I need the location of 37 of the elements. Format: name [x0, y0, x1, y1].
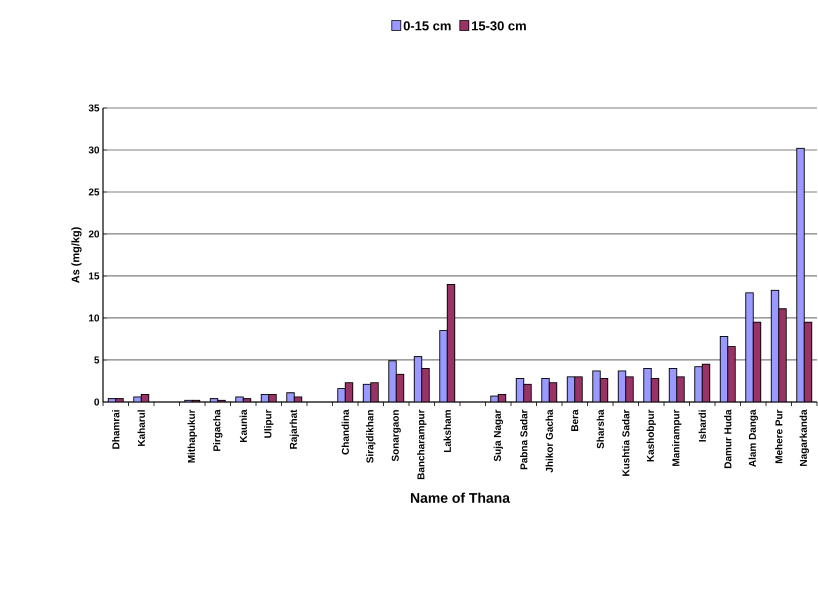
x-tick-label: Damur Huda — [724, 409, 732, 468]
x-tick-label: Bancharampur — [417, 410, 426, 480]
y-tick-label: 25 — [88, 188, 100, 196]
y-tick-label: 20 — [88, 230, 100, 238]
x-axis-title: Name of Thana — [410, 492, 510, 503]
x-tick-label: Mehere Pur — [775, 410, 782, 464]
x-tick-label: Nagarkanda — [800, 409, 809, 466]
x-tick-label: Pabna Sadar — [520, 410, 528, 470]
x-tick-label: Alam Danga — [748, 409, 758, 467]
x-tick-label: Chandina — [342, 409, 349, 454]
x-tick-label: Kushtia Sadar — [622, 410, 630, 476]
x-tick-label: Kaharul — [138, 410, 145, 446]
y-tick-label: 35 — [88, 104, 100, 112]
x-tick-label: Kashobpur — [646, 410, 656, 462]
x-tick-label: Ulipur — [264, 410, 274, 438]
y-tick-label: 0 — [94, 398, 100, 406]
y-tick-label: 30 — [88, 146, 100, 154]
y-tick-label: 15 — [89, 272, 100, 280]
x-tick-label: Sonargaon — [392, 410, 401, 462]
x-tick-label: Laksham — [444, 410, 451, 452]
y-tick-label: 10 — [89, 314, 100, 322]
x-tick-label: Kaunia — [240, 409, 247, 442]
x-tick-label: Mithapukur — [188, 410, 197, 463]
legend-label: 15-30 cm — [472, 21, 526, 30]
x-tick-label: Pirgacha — [213, 409, 222, 451]
y-tick-label: 5 — [94, 356, 100, 364]
x-tick-label: Manirampur — [672, 410, 682, 466]
x-tick-label: Rajarhat — [290, 410, 299, 449]
x-tick-label: Ishardi — [698, 410, 706, 442]
legend-label: 0-15 cm — [404, 21, 451, 30]
x-tick-label: Sharsha — [596, 409, 604, 449]
x-tick-label: Suja Nagar — [494, 410, 503, 462]
y-axis-title: As (mg/kg) — [71, 227, 82, 284]
x-tick-label: Jhikor Gacha — [546, 409, 553, 472]
x-tick-label: Dhamrai — [112, 410, 120, 449]
x-tick-label: Sirajdikhan — [366, 410, 376, 463]
x-tick-label: Bera — [571, 409, 578, 431]
